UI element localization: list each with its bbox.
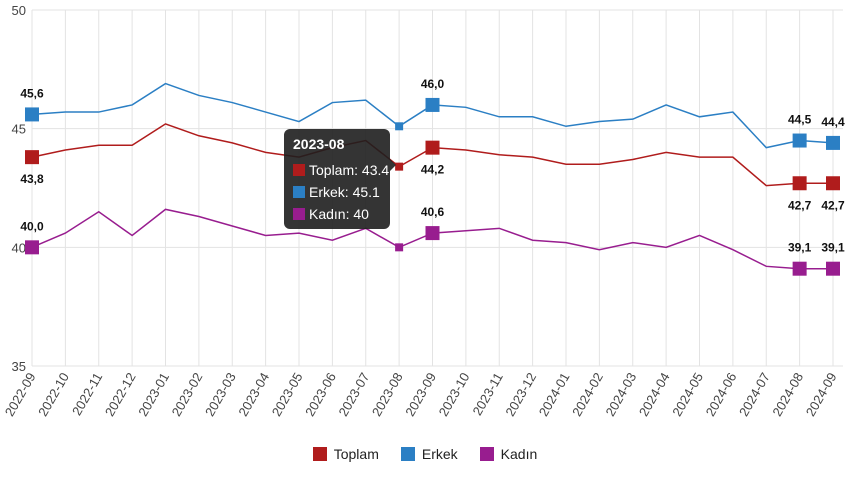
y-tick-label: 45 bbox=[12, 122, 26, 137]
x-tick-label: 2024-07 bbox=[736, 370, 773, 419]
kadin-swatch bbox=[293, 208, 305, 220]
x-tick-label: 2023-05 bbox=[269, 370, 306, 419]
x-tick-label: 2023-02 bbox=[169, 370, 206, 419]
data-point-marker bbox=[826, 261, 840, 276]
legend-item-kadin[interactable]: Kadın bbox=[479, 446, 538, 462]
erkek-swatch bbox=[293, 186, 305, 198]
legend-item-erkek[interactable]: Erkek bbox=[400, 446, 458, 462]
data-point-marker bbox=[25, 240, 39, 255]
x-tick-label: 2022-10 bbox=[35, 370, 72, 419]
data-point-marker bbox=[425, 97, 440, 112]
x-tick-label: 2023-04 bbox=[235, 370, 272, 419]
hover-point-marker bbox=[395, 243, 404, 252]
y-tick-label: 40 bbox=[12, 240, 26, 255]
data-label: 42,7 bbox=[788, 198, 812, 212]
x-tick-label: 2022-09 bbox=[2, 370, 39, 419]
tooltip-row-kadin: Kadın: 40 bbox=[309, 206, 369, 222]
data-label: 46,0 bbox=[421, 77, 445, 91]
x-tick-label: 2024-04 bbox=[636, 370, 673, 419]
data-point-marker bbox=[792, 133, 807, 148]
hover-point-marker bbox=[395, 162, 404, 171]
x-tick-label: 2024-01 bbox=[536, 370, 573, 419]
x-tick-label: 2023-01 bbox=[135, 370, 172, 419]
x-tick-label: 2024-03 bbox=[602, 370, 639, 419]
data-label: 45,6 bbox=[20, 86, 44, 100]
legend-label: Toplam bbox=[333, 446, 379, 462]
x-tick-label: 2023-11 bbox=[469, 370, 505, 418]
x-tick-label: 2023-10 bbox=[436, 370, 473, 419]
data-label: 40,0 bbox=[20, 219, 44, 233]
x-tick-label: 2023-06 bbox=[302, 370, 339, 419]
data-point-marker bbox=[425, 226, 440, 241]
data-label: 39,1 bbox=[788, 241, 812, 255]
data-label: 40,6 bbox=[421, 205, 445, 219]
data-label: 44,2 bbox=[421, 163, 445, 177]
y-tick-label: 35 bbox=[12, 359, 26, 374]
data-label: 43,8 bbox=[20, 172, 44, 186]
legend-swatch bbox=[312, 447, 327, 461]
toplam-swatch bbox=[293, 164, 305, 176]
tooltip-title: 2023-08 bbox=[293, 136, 345, 152]
x-tick-label: 2022-12 bbox=[102, 370, 139, 419]
x-tick-label: 2023-07 bbox=[335, 370, 372, 419]
legend-label: Kadın bbox=[500, 446, 538, 462]
x-tick-label: 2022-11 bbox=[69, 370, 105, 418]
legend-swatch bbox=[400, 447, 415, 461]
legend: Toplam Erkek Kadın bbox=[0, 446, 850, 462]
legend-item-toplam[interactable]: Toplam bbox=[312, 446, 379, 462]
data-point-marker bbox=[25, 150, 39, 165]
data-point-marker bbox=[792, 261, 807, 276]
legend-swatch bbox=[479, 447, 494, 461]
data-point-marker bbox=[792, 176, 807, 191]
x-tick-label: 2024-02 bbox=[569, 370, 606, 419]
x-tick-label: 2023-08 bbox=[369, 370, 406, 419]
data-point-marker bbox=[425, 140, 440, 155]
x-tick-label: 2023-03 bbox=[202, 370, 239, 419]
legend-label: Erkek bbox=[421, 446, 458, 462]
data-label: 42,7 bbox=[821, 198, 845, 212]
x-tick-label: 2023-09 bbox=[402, 370, 439, 419]
x-tick-label: 2024-09 bbox=[803, 370, 840, 419]
data-point-marker bbox=[25, 107, 39, 122]
data-label: 44,4 bbox=[821, 115, 845, 129]
tooltip-row-erkek: Erkek: 45.1 bbox=[309, 184, 380, 200]
x-tick-label: 2024-05 bbox=[669, 370, 706, 419]
x-tick-label: 2023-12 bbox=[502, 370, 539, 419]
x-tick-label: 2024-08 bbox=[769, 370, 806, 419]
data-point-marker bbox=[826, 176, 840, 191]
y-tick-label: 50 bbox=[12, 3, 26, 18]
tooltip-row-toplam: Toplam: 43.4 bbox=[309, 162, 390, 178]
x-tick-label: 2024-06 bbox=[703, 370, 740, 419]
hover-point-marker bbox=[395, 122, 404, 131]
tooltip: 2023-08 Toplam: 43.4 Erkek: 45.1 Kadın: … bbox=[284, 129, 396, 229]
data-label: 39,1 bbox=[821, 241, 845, 255]
data-point-marker bbox=[826, 135, 840, 150]
data-label: 44,5 bbox=[788, 113, 812, 127]
